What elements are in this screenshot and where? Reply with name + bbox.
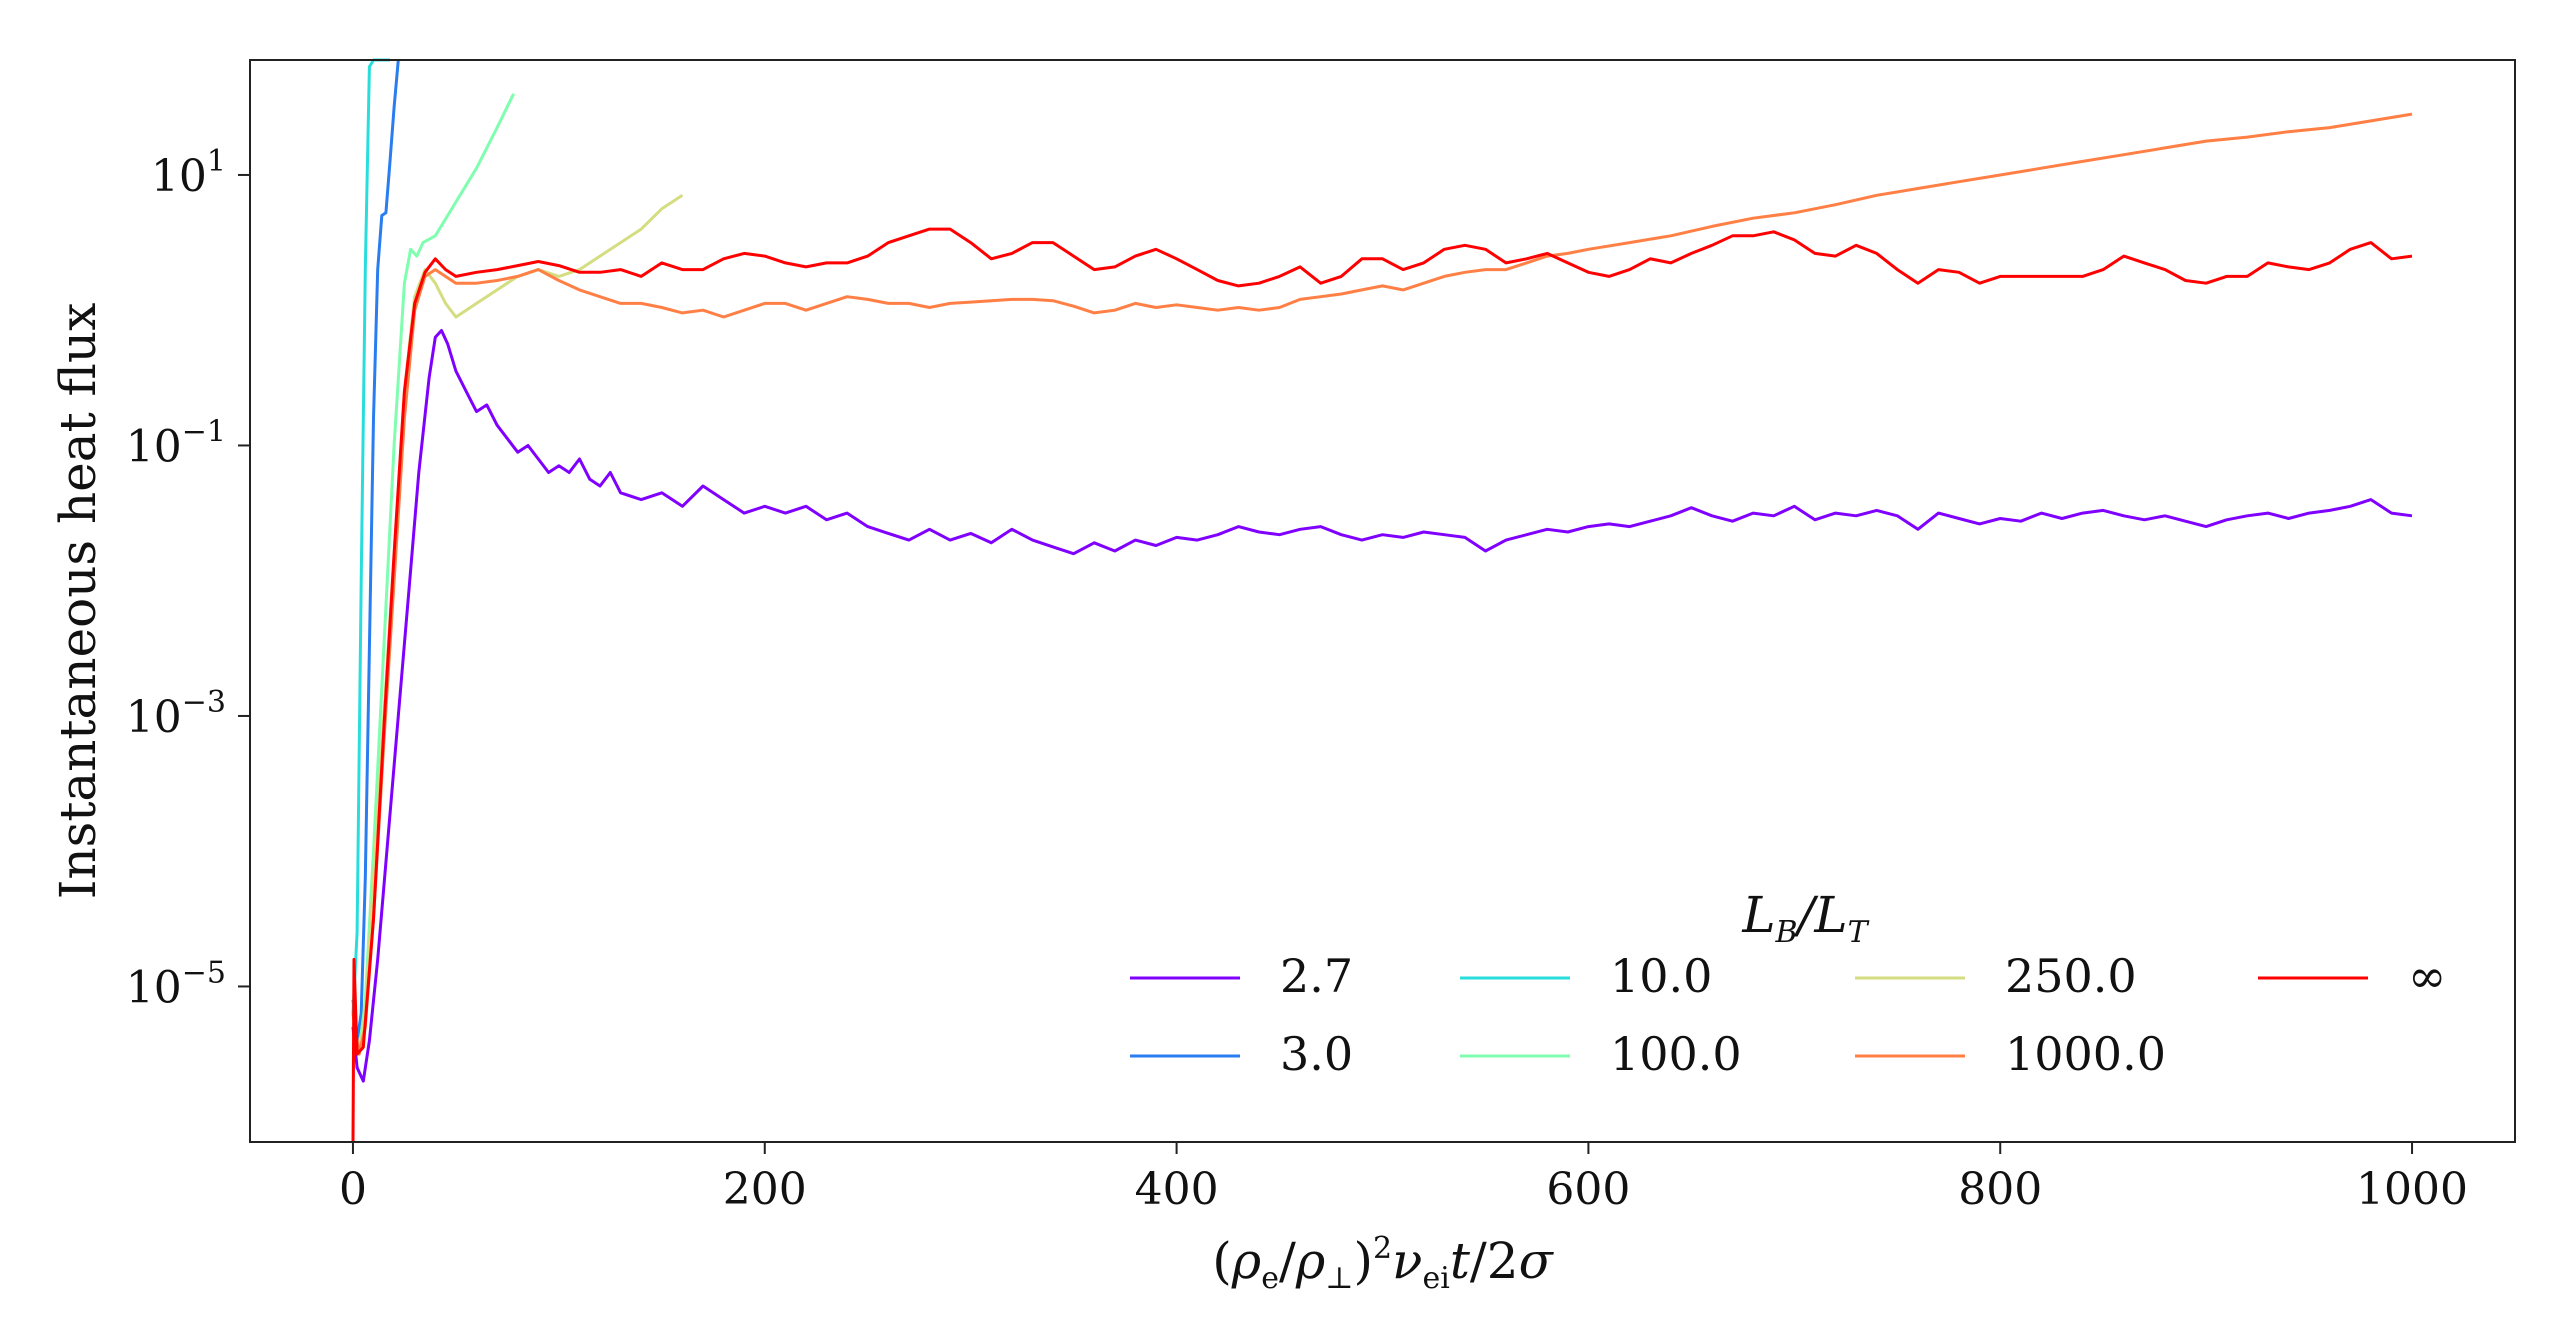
- x-tick-label: 400: [1135, 1164, 1219, 1215]
- x-tick-label: 800: [1958, 1164, 2042, 1215]
- legend: LB/LT 2.7 3.0 10.0 100.0 250.0 1000.0 ∞: [1130, 886, 2446, 1081]
- series-line-6: [351, 227, 2413, 1143]
- legend-label: 1000.0: [2005, 1027, 2166, 1081]
- series-line-5: [351, 112, 2413, 1056]
- legend-label: 100.0: [1610, 1027, 1742, 1081]
- series-line-1: [351, 59, 400, 1043]
- legend-label: ∞: [2408, 949, 2446, 1003]
- x-tick-label: 600: [1546, 1164, 1630, 1215]
- series-line-0: [351, 329, 2413, 1083]
- plot-frame: [249, 59, 2516, 1143]
- y-tick-label: 10−1: [126, 414, 226, 472]
- y-axis: 10310110−110−310−5: [126, 144, 250, 1013]
- series-layer: [351, 58, 2413, 1143]
- legend-label: 10.0: [1610, 949, 1712, 1003]
- legend-label: 250.0: [2005, 949, 2137, 1003]
- y-tick-label: 10−5: [126, 955, 226, 1013]
- legend-label: 2.7: [1280, 949, 1353, 1003]
- legend-label: 3.0: [1280, 1027, 1353, 1081]
- x-tick-label: 1000: [2356, 1164, 2468, 1215]
- x-axis: 0 200 400 600 800 1000: [339, 1142, 2468, 1215]
- y-tick-label: 101: [151, 144, 226, 202]
- y-axis-label: Instantaneous heat flux: [49, 303, 107, 900]
- x-tick-label: 200: [723, 1164, 807, 1215]
- x-tick-label: 0: [339, 1164, 367, 1215]
- y-tick-label: 10−3: [126, 685, 226, 743]
- legend-title: LB/LT: [1741, 886, 1869, 950]
